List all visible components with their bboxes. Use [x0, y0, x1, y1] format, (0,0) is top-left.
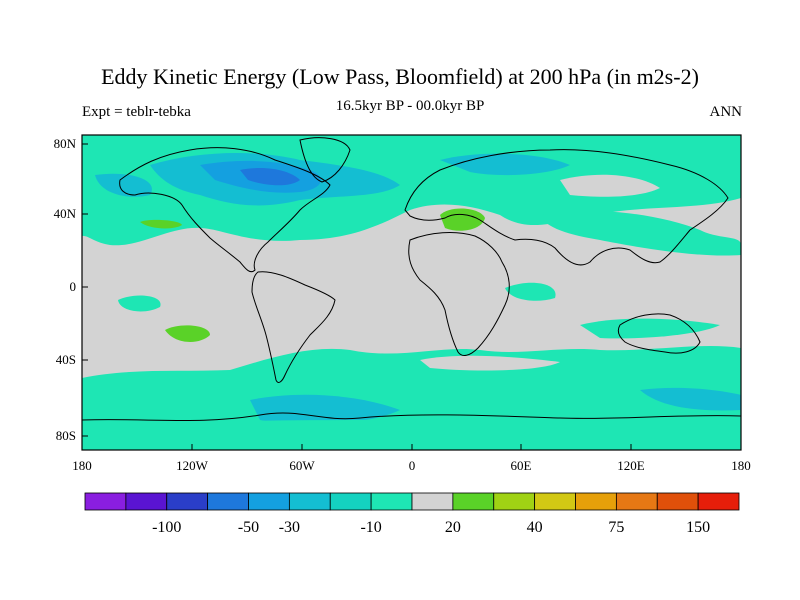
x-tick-label-0: 0: [409, 458, 416, 473]
colorbar-label-4: 20: [445, 519, 461, 536]
x-tick-label-60w: 60W: [289, 458, 315, 473]
coast-eurasia: [404, 149, 729, 266]
coast-australia: [617, 313, 701, 354]
colorbar-box-9: [452, 492, 495, 511]
colorbar-box-5: [288, 492, 331, 511]
y-tick-label-0: 0: [70, 279, 77, 294]
tropical-pacific-patch: [118, 295, 161, 312]
colorbar-box-14: [656, 492, 699, 511]
colorbar-box-15: [697, 492, 740, 511]
labrador-negative: [240, 168, 300, 186]
period-label: 16.5kyr BP - 00.0kyr BP: [335, 98, 485, 114]
southern-ocean-negative-2: [640, 387, 741, 411]
x-tick-label-120e: 120E: [617, 458, 645, 473]
x-tick-label-180w: 180: [72, 458, 92, 473]
x-tick-label-120w: 120W: [176, 458, 209, 473]
colorbar-label-3: -10: [360, 519, 381, 536]
y-tick-label-40n: 40N: [54, 206, 77, 221]
colorbar-label-7: 150: [686, 519, 710, 536]
colorbar-label-0: -100: [152, 519, 181, 536]
coast-antarctica: [82, 412, 741, 422]
colorbar-box-13: [615, 492, 658, 511]
indian-ocean-patch: [580, 318, 720, 339]
x-ticks: [191, 444, 632, 450]
siberia-negative: [440, 153, 570, 176]
colorbar-box-1: [125, 492, 168, 511]
northern-band-gap: [560, 174, 660, 197]
colorbar-box-11: [534, 492, 576, 511]
coast-greenland: [299, 137, 351, 183]
colorbar-label-6: 75: [608, 519, 624, 536]
pacific-north-negative: [95, 173, 152, 197]
colorbar-label-5: 40: [527, 519, 543, 536]
colorbar-label-1: -50: [238, 519, 259, 536]
southern-ocean-negative: [250, 394, 400, 425]
y-tick-label-40s: 40S: [56, 352, 76, 367]
y-ticks: [82, 143, 88, 437]
coastlines: [82, 137, 741, 422]
coast-africa: [408, 232, 510, 356]
colorbar-box-0: [84, 492, 127, 511]
colorbar-box-4: [248, 492, 290, 511]
y-tick-label-80s: 80S: [56, 428, 76, 443]
colorbar-box-2: [166, 492, 209, 511]
season-label: ANN: [709, 104, 743, 120]
pacific-positive: [140, 219, 182, 229]
x-tick-label-180e: 180: [731, 458, 751, 473]
mediterranean-positive: [440, 208, 485, 231]
plot-title: Eddy Kinetic Energy (Low Pass, Bloomfiel…: [101, 64, 699, 89]
colorbar-box-10: [493, 492, 536, 511]
tropical-atlantic-patch: [505, 282, 556, 301]
x-tick-label-60e: 60E: [511, 458, 532, 473]
colorbar-box-12: [575, 492, 617, 511]
coast-south-america: [251, 271, 336, 383]
southern-polar-strip: [82, 419, 741, 450]
coast-north-america: [119, 147, 331, 273]
colorbar-box-7: [370, 492, 413, 511]
colorbar-box-3: [207, 492, 249, 511]
southern-gap: [420, 355, 560, 371]
nw-pacific-band: [540, 210, 741, 256]
experiment-label: Expt = teblr-tebka: [82, 104, 191, 120]
south-pacific-positive: [165, 325, 210, 342]
colorbar: [84, 492, 740, 511]
colorbar-box-6: [329, 492, 372, 511]
colorbar-labels: -100 -50 -30 -10 20 40 75 150: [152, 519, 710, 536]
colorbar-label-2: -30: [279, 519, 300, 536]
colorbar-box-8: [411, 492, 454, 511]
y-tick-label-80n: 80N: [54, 136, 77, 151]
anomaly-field: [82, 135, 741, 450]
